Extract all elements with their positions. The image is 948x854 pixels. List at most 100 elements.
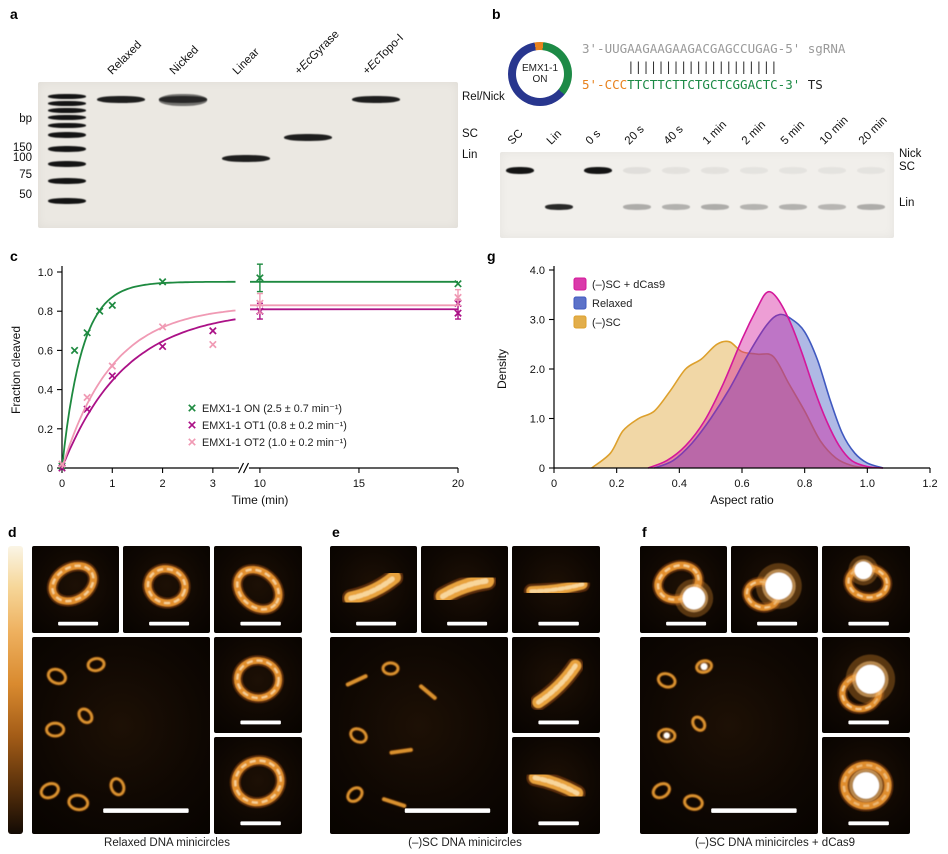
afm-tile-f-t1	[731, 546, 818, 633]
gel-band	[48, 123, 86, 128]
scale-bar	[848, 720, 889, 725]
gel-band	[857, 167, 885, 174]
afm-tile-d-t2	[214, 546, 302, 633]
ts-segment: -3'	[777, 77, 801, 92]
svg-text:EMX1-1 OT2 (1.0 ± 0.2 min⁻¹): EMX1-1 OT2 (1.0 ± 0.2 min⁻¹)	[202, 437, 347, 449]
gel-band	[740, 167, 768, 174]
afm-tile-image	[741, 563, 802, 626]
gel-band	[584, 167, 612, 174]
gel-band	[740, 204, 768, 210]
gel-b-lane-label: 40 s	[661, 123, 686, 148]
scale-bar	[404, 808, 491, 813]
gel-band	[48, 161, 86, 167]
afm-tile-e-t1	[421, 546, 508, 633]
svg-text:EMX1-1 OT1 (0.8 ± 0.2 min⁻¹): EMX1-1 OT1 (0.8 ± 0.2 min⁻¹)	[202, 420, 347, 432]
gel-band	[818, 204, 846, 210]
gel-band	[779, 167, 807, 174]
scale-bar	[356, 621, 397, 626]
scale-bar	[58, 621, 99, 626]
scale-bar	[240, 720, 281, 725]
svg-text:0.2: 0.2	[38, 424, 53, 436]
panel-label-a: a	[10, 6, 18, 22]
gel-band	[857, 204, 885, 210]
scale-bar	[240, 621, 281, 626]
svg-text:2.0: 2.0	[530, 364, 545, 376]
gel-band	[545, 204, 573, 210]
ladder-size-label: 100	[12, 152, 32, 164]
gel-b-lane-label: 1 min	[700, 118, 730, 148]
svg-text:Fraction cleaved: Fraction cleaved	[9, 326, 23, 414]
afm-tile-image	[652, 559, 714, 626]
svg-text:1.2: 1.2	[922, 478, 937, 490]
afm-tile-d-r0	[214, 637, 302, 733]
gel-b-lane-label: SC	[505, 127, 526, 148]
afm-tile-image	[843, 555, 893, 626]
gel-band	[48, 146, 86, 152]
gel-band	[97, 96, 145, 103]
svg-text:0.2: 0.2	[609, 478, 624, 490]
afm-tile-f-t0	[640, 546, 727, 633]
afm-tile-image	[46, 560, 99, 626]
ts-segment: TTCTTCTTCTGCTCGGACTC	[627, 77, 778, 92]
chart-c-svg: 0 1 2 3 10 15 20 0 0.2 0.4 0.6 0.8 1.0 Fraction cleav…	[9, 263, 464, 507]
gel-b-lane-label: 10 min	[817, 114, 851, 148]
gel-b-band-label: Nick	[899, 148, 922, 160]
gel-b-lane-label: 2 min	[739, 118, 769, 148]
svg-text:(–)SC + dCas9: (–)SC + dCas9	[592, 279, 665, 291]
svg-text:0: 0	[47, 463, 53, 475]
svg-text:4.0: 4.0	[530, 265, 545, 277]
afm-tile-f-big	[640, 637, 818, 834]
gel-band	[48, 115, 86, 120]
ts-segment: 5'-CCC	[582, 77, 628, 92]
ladder-size-label: 150	[12, 142, 32, 154]
afm-tile-d-big	[32, 637, 210, 834]
afm-tile-image	[39, 656, 189, 813]
svg-text:20: 20	[452, 478, 464, 490]
afm-tile-image	[341, 568, 404, 626]
scale-bar	[848, 621, 889, 626]
gel-a-lane-label: Relaxed	[105, 38, 145, 78]
ladder-size-label: 50	[19, 189, 32, 201]
ladder-size-label: 75	[19, 169, 32, 181]
panel-label-f: f	[642, 524, 647, 540]
afm-tile-f-r0	[822, 637, 910, 733]
afm-tile-d-r1	[214, 737, 302, 834]
gel-band	[662, 204, 690, 210]
svg-text:1.0: 1.0	[860, 478, 875, 490]
basepair-lines: ||||||||||||||||||||	[582, 59, 778, 74]
gel-band	[818, 167, 846, 174]
svg-text:1.0: 1.0	[38, 267, 53, 279]
afm-tile-image	[526, 769, 586, 826]
afm-tile-e-r0	[512, 637, 600, 733]
gel-b-lane-label: 5 min	[778, 118, 808, 148]
gel-band	[48, 132, 86, 138]
svg-text:0.4: 0.4	[38, 385, 53, 397]
gel-a-band-label: Lin	[462, 149, 478, 161]
gel-band	[222, 155, 270, 162]
svg-text:Time (min): Time (min)	[232, 493, 289, 507]
gel-band	[701, 204, 729, 210]
scale-bar	[149, 621, 190, 626]
afm-tile-e-r1	[512, 737, 600, 834]
svg-text:0.4: 0.4	[672, 478, 687, 490]
svg-text:Relaxed: Relaxed	[592, 298, 632, 310]
gel-band	[48, 178, 86, 184]
scale-bar	[240, 821, 281, 826]
svg-text:0.8: 0.8	[38, 306, 53, 318]
minicircle-diagram: EMX1-1 ON	[508, 42, 572, 106]
gel-b-lane-label: 0 s	[583, 127, 604, 148]
afm-tile-f-r1	[822, 737, 910, 834]
minicircle-target: ON	[532, 74, 548, 85]
gel-band	[159, 96, 207, 103]
scale-bar	[538, 720, 579, 725]
minicircle-name: EMX1-1	[521, 62, 559, 74]
scale-bar	[538, 621, 579, 626]
svg-text:2: 2	[160, 478, 166, 490]
svg-text:0.6: 0.6	[734, 478, 749, 490]
panel-label-c: c	[10, 248, 18, 264]
afm-tile-image	[231, 564, 285, 626]
svg-text:0.6: 0.6	[38, 345, 53, 357]
afm-tile-image	[345, 660, 491, 813]
gel-image-a	[38, 82, 458, 228]
